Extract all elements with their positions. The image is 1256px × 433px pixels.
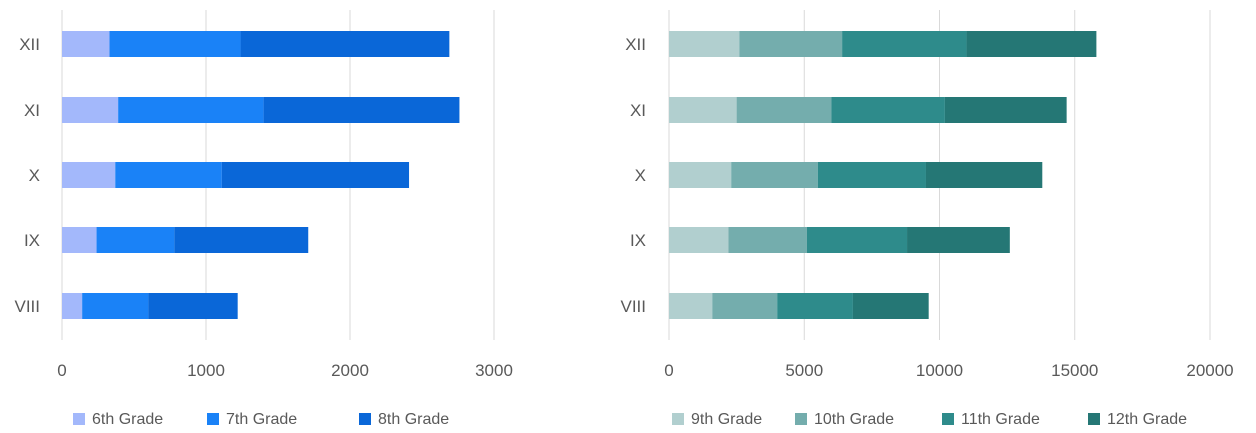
bar-segment <box>966 31 1097 57</box>
legend-label: 7th Grade <box>226 411 297 428</box>
bar-segment <box>174 227 309 253</box>
bar-segment <box>907 227 1010 253</box>
chart-panel-2: 0 5000 10000 15000 20000 VIII IX X XI XII 9th Grad… <box>620 10 1234 428</box>
y-category-label: X <box>635 166 646 185</box>
y-category-label: VIII <box>14 297 40 316</box>
bar-segment <box>777 293 853 319</box>
bar-segment <box>669 293 713 319</box>
bar-segment <box>82 293 149 319</box>
legend-label: 11th Grade <box>961 411 1040 428</box>
y-category-label: XII <box>625 35 646 54</box>
y-category-label: XI <box>24 101 40 120</box>
bar-segment <box>817 162 926 188</box>
bar-segment <box>240 31 450 57</box>
bar-segment <box>739 31 843 57</box>
bar-segment <box>62 97 119 123</box>
bar-segment <box>96 227 175 253</box>
legend-label: 9th Grade <box>691 411 762 428</box>
bar-segment <box>831 97 945 123</box>
bar-segment <box>852 293 929 319</box>
x-tick-label: 20000 <box>1186 361 1233 380</box>
bar-segment <box>118 97 264 123</box>
x-tick-label: 2000 <box>331 361 369 380</box>
legend-swatch <box>942 413 954 425</box>
legend-swatch <box>359 413 371 425</box>
y-category-label: VIII <box>620 297 646 316</box>
x-tick-label: 0 <box>664 361 673 380</box>
legend-swatch <box>672 413 684 425</box>
legend-label: 10th Grade <box>814 411 894 428</box>
bar-segment <box>115 162 222 188</box>
bar-segment <box>712 293 778 319</box>
bar-segment <box>221 162 410 188</box>
y-category-label: X <box>29 166 40 185</box>
bar-segment <box>842 31 967 57</box>
x-tick-label: 1000 <box>187 361 225 380</box>
y-category-label: XI <box>630 101 646 120</box>
y-category-label: XII <box>19 35 40 54</box>
bar-segment <box>728 227 807 253</box>
y-category-label: IX <box>630 231 646 250</box>
x-tick-label: 5000 <box>785 361 823 380</box>
bar-segment <box>806 227 908 253</box>
legend-swatch <box>1088 413 1100 425</box>
bar-segment <box>263 97 460 123</box>
bar-segment <box>925 162 1043 188</box>
x-tick-label: 10000 <box>916 361 963 380</box>
chart-panel-1: 0 1000 2000 3000 VIII IX X XI XII 6th Grade 7th Gr… <box>14 10 513 428</box>
x-tick-label: 15000 <box>1051 361 1098 380</box>
legend-label: 6th Grade <box>92 411 163 428</box>
bar-segment <box>944 97 1067 123</box>
bar-segment <box>148 293 238 319</box>
bar-segment <box>62 162 116 188</box>
bar-segment <box>62 293 83 319</box>
legend-label: 8th Grade <box>378 411 449 428</box>
bar-segment <box>669 162 732 188</box>
x-tick-label: 0 <box>57 361 66 380</box>
bar-segment <box>62 227 97 253</box>
bar-segment <box>109 31 241 57</box>
x-tick-label: 3000 <box>475 361 513 380</box>
bar-segment <box>669 97 737 123</box>
y-category-label: IX <box>24 231 40 250</box>
bar-segment <box>736 97 832 123</box>
legend-swatch <box>73 413 85 425</box>
bar-segment <box>669 227 729 253</box>
legend-label: 12th Grade <box>1107 411 1187 428</box>
bar-segment <box>731 162 818 188</box>
bar-segment <box>62 31 110 57</box>
legend-swatch <box>207 413 219 425</box>
legend-swatch <box>795 413 807 425</box>
bar-segment <box>669 31 740 57</box>
